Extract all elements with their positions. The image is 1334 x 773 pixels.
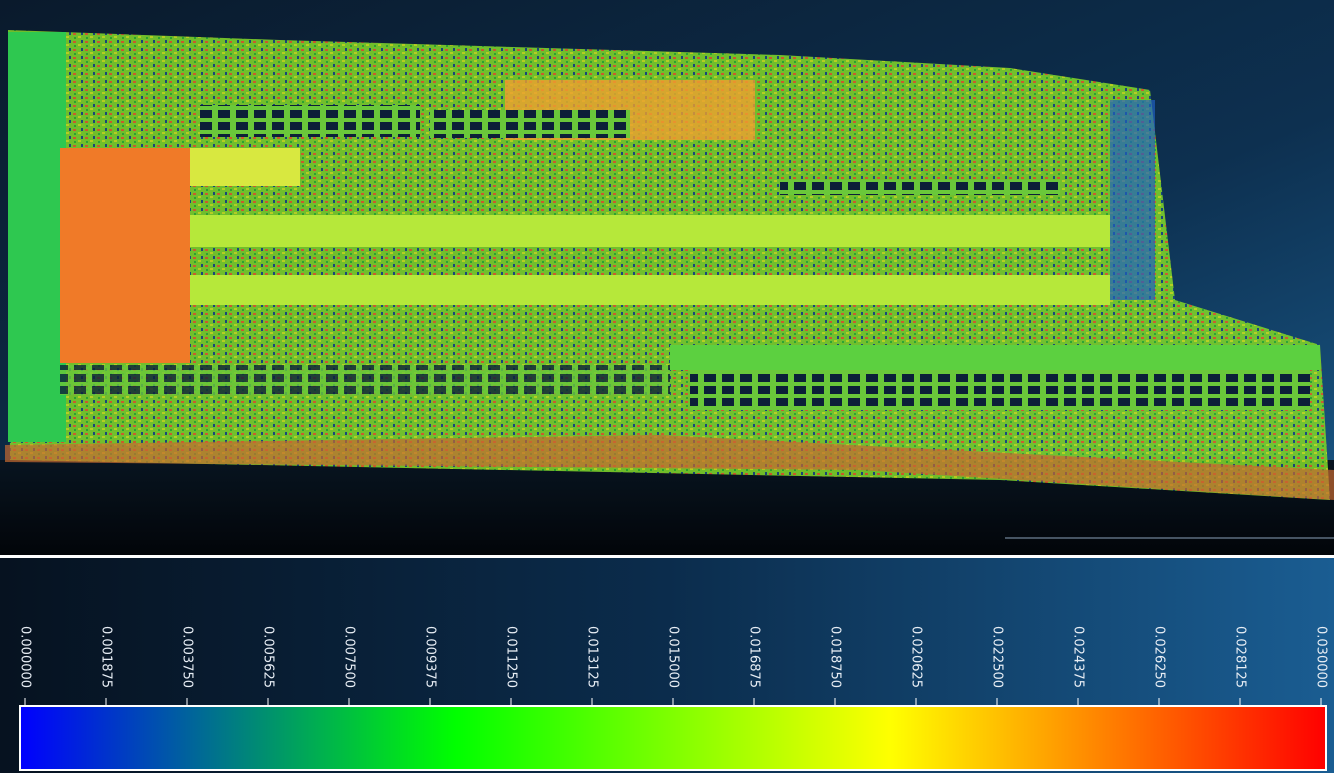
tick-label: 0.007500 — [342, 626, 357, 688]
color-bar — [20, 706, 1326, 770]
tick-label: 0.026250 — [1152, 626, 1167, 688]
tick-label: 0.003750 — [180, 626, 195, 688]
divider — [0, 555, 1334, 558]
tick-label: 0.028125 — [1233, 626, 1248, 688]
tick-label: 0.015000 — [666, 626, 681, 688]
tick-label: 0.000000 — [18, 626, 33, 688]
tick-label: 0.001875 — [99, 626, 114, 688]
tick-label: 0.009375 — [423, 626, 438, 688]
tick-label: 0.016875 — [747, 626, 762, 688]
tick-label: 0.005625 — [261, 626, 276, 688]
tick-label: 0.020625 — [909, 626, 924, 688]
tick-label: 0.018750 — [828, 626, 843, 688]
tick-label: 0.013125 — [585, 626, 600, 688]
tick-label: 0.022500 — [990, 626, 1005, 688]
point-cloud-view — [0, 0, 1334, 555]
viewer: 0.000000 0.001875 0.003750 0.005625 0.007500… — [0, 0, 1334, 773]
tick-label: 0.024375 — [1071, 626, 1086, 688]
tick-label: 0.030000 — [1314, 626, 1329, 688]
tick-label: 0.011250 — [504, 626, 519, 688]
